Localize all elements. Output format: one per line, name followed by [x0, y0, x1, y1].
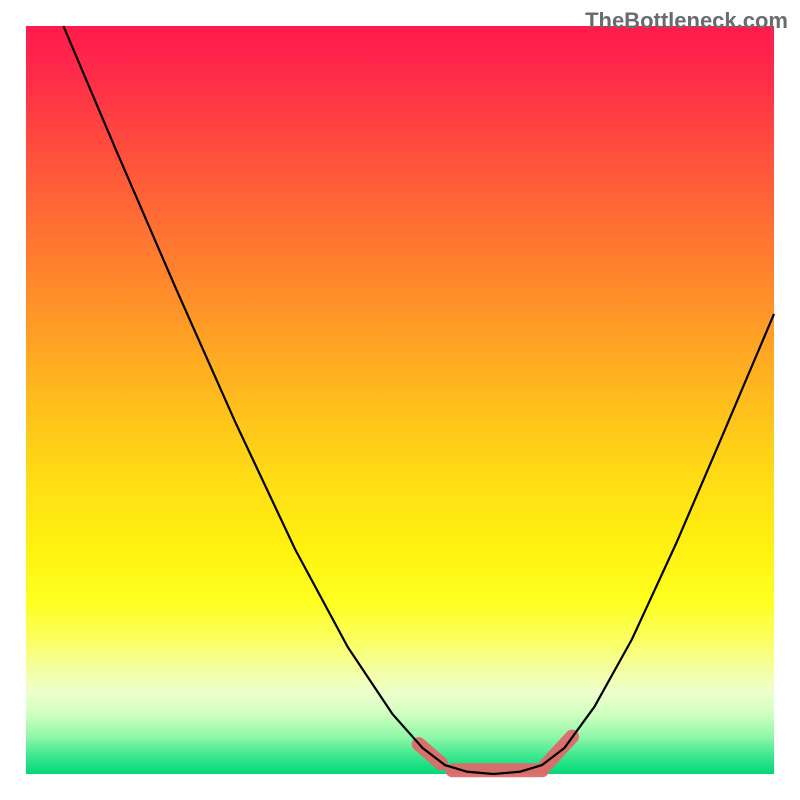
plot-background: [26, 26, 774, 774]
chart-container: TheBottleneck.com: [0, 0, 800, 800]
bottleneck-curve-chart: [0, 0, 800, 800]
